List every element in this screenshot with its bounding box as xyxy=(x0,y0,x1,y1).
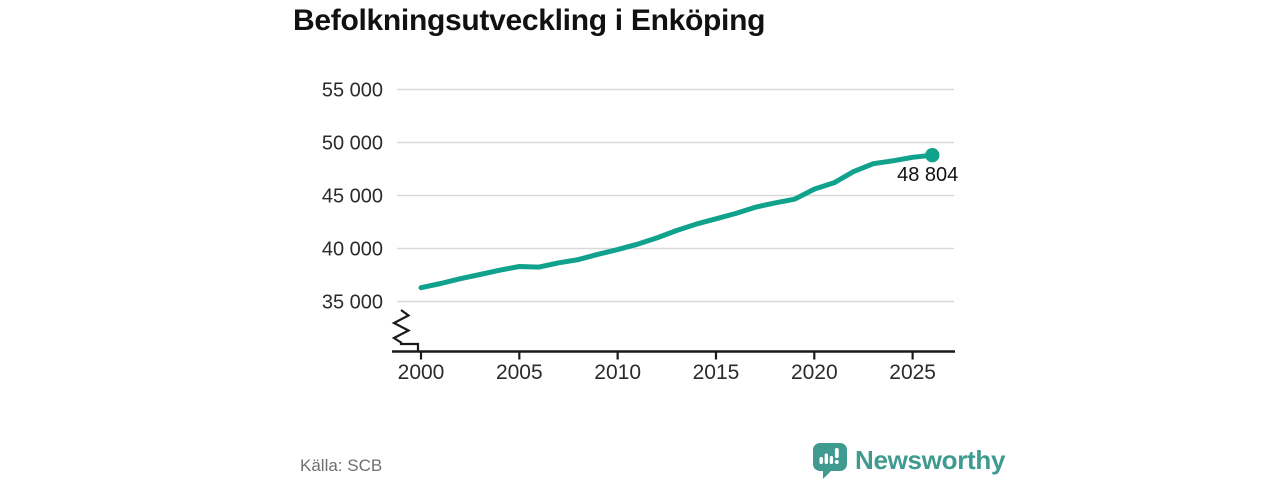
chart-title: Befolkningsutveckling i Enköping xyxy=(293,4,766,37)
bar-3 xyxy=(829,456,834,464)
bar-1 xyxy=(819,457,823,464)
x-tick-label: 2015 xyxy=(693,361,740,384)
exclamation-bar xyxy=(834,448,839,458)
end-point-dot xyxy=(925,147,940,163)
exclamation-dot xyxy=(834,460,839,464)
y-tick-label: 40 000 xyxy=(322,239,383,261)
y-tick-label: 50 000 xyxy=(322,133,383,155)
newsworthy-wordmark: Newsworthy xyxy=(855,445,1006,475)
newsworthy-bubble-barchart-icon xyxy=(813,443,847,479)
source-label: Källa: SCB xyxy=(300,456,383,475)
x-tick-label: 2025 xyxy=(889,361,936,384)
x-tick-label: 2010 xyxy=(594,361,641,384)
axis-break-icon xyxy=(391,309,420,352)
x-tick-label: 2005 xyxy=(496,361,543,384)
bar-2 xyxy=(824,453,828,464)
x-tick-label: 2000 xyxy=(398,361,445,384)
population-line xyxy=(418,152,935,291)
x-tick-label: 2020 xyxy=(791,361,838,384)
y-tick-label: 45 000 xyxy=(322,186,383,208)
newsworthy-logo[interactable]: Newsworthy xyxy=(811,441,1005,479)
y-tick-label: 55 000 xyxy=(322,80,383,102)
end-value-label: 48 804 xyxy=(897,164,958,186)
y-tick-label: 35 000 xyxy=(322,292,383,314)
